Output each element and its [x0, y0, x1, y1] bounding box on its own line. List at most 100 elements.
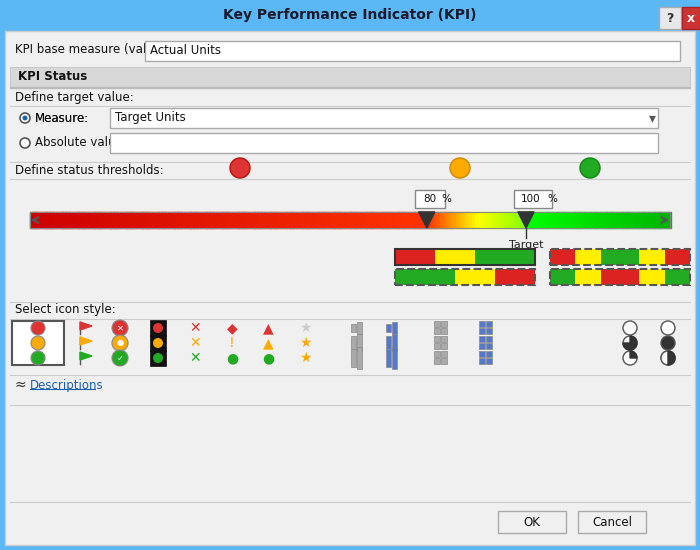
Text: ●: ● — [116, 338, 124, 348]
Bar — [558, 212, 561, 228]
Bar — [510, 212, 514, 228]
Bar — [10, 87, 690, 88]
Bar — [324, 212, 328, 228]
Bar — [395, 249, 435, 265]
Bar — [392, 347, 397, 369]
Text: 80: 80 — [424, 194, 436, 204]
Bar — [81, 212, 85, 228]
Bar — [449, 212, 453, 228]
Circle shape — [31, 336, 45, 350]
Bar — [369, 212, 373, 228]
Bar — [539, 212, 542, 228]
Bar — [158, 212, 162, 228]
Bar — [225, 212, 229, 228]
Bar — [446, 212, 449, 228]
Bar — [190, 212, 194, 228]
Bar — [104, 212, 107, 228]
Bar — [107, 212, 111, 228]
Text: ✕: ✕ — [189, 336, 201, 350]
Polygon shape — [518, 212, 534, 228]
Bar — [351, 324, 356, 332]
Bar — [43, 212, 46, 228]
Bar — [279, 212, 284, 228]
Bar — [177, 212, 181, 228]
Text: ◆: ◆ — [227, 321, 237, 335]
Polygon shape — [80, 337, 92, 345]
Bar — [183, 212, 188, 228]
Bar — [187, 212, 190, 228]
Bar — [150, 320, 166, 336]
Bar — [219, 212, 223, 228]
Bar — [395, 212, 398, 228]
Circle shape — [661, 351, 675, 365]
Text: KPI Status: KPI Status — [18, 70, 88, 84]
Bar — [682, 7, 700, 29]
Bar — [484, 212, 488, 228]
FancyBboxPatch shape — [145, 41, 680, 61]
Bar — [441, 343, 447, 349]
Bar — [603, 212, 606, 228]
Bar — [344, 212, 347, 228]
Bar — [639, 249, 664, 265]
Bar — [486, 351, 492, 357]
Bar — [519, 212, 524, 228]
Bar — [122, 212, 127, 228]
Text: %: % — [547, 194, 557, 204]
Bar — [241, 212, 245, 228]
Bar — [59, 212, 62, 228]
Bar — [395, 269, 455, 285]
Polygon shape — [419, 212, 435, 228]
Text: ▲: ▲ — [262, 336, 273, 350]
Bar — [357, 347, 362, 369]
Bar — [254, 212, 258, 228]
Bar — [651, 212, 654, 228]
Polygon shape — [668, 351, 675, 365]
Bar — [440, 212, 443, 228]
Circle shape — [112, 335, 128, 351]
Bar — [267, 212, 270, 228]
Bar — [30, 212, 670, 228]
Text: 100: 100 — [522, 194, 541, 204]
Bar — [85, 212, 88, 228]
Bar — [491, 212, 494, 228]
Bar — [441, 351, 447, 357]
Bar — [479, 321, 485, 327]
Bar — [580, 212, 584, 228]
Bar — [351, 336, 356, 349]
Bar — [664, 249, 690, 265]
Bar — [472, 212, 475, 228]
Bar — [503, 212, 507, 228]
Text: ≈: ≈ — [15, 378, 27, 392]
Text: Actual Units: Actual Units — [150, 45, 221, 58]
Bar — [65, 212, 69, 228]
Bar — [479, 343, 485, 349]
Bar — [486, 336, 492, 342]
Bar — [386, 349, 391, 367]
Bar — [411, 212, 414, 228]
Circle shape — [230, 158, 250, 178]
Bar — [495, 269, 535, 285]
Bar — [150, 350, 166, 366]
Circle shape — [153, 338, 163, 348]
Bar — [171, 212, 174, 228]
Bar — [386, 324, 391, 332]
Bar — [664, 212, 667, 228]
Bar — [366, 212, 370, 228]
Bar — [664, 269, 690, 285]
Text: ?: ? — [666, 12, 673, 25]
Bar — [548, 212, 552, 228]
Bar — [91, 212, 94, 228]
Bar — [424, 212, 427, 228]
Bar — [357, 334, 362, 351]
Bar — [120, 212, 123, 228]
Text: ▾: ▾ — [648, 111, 655, 125]
Bar — [517, 212, 520, 228]
Bar — [486, 321, 492, 327]
Text: ✓: ✓ — [116, 354, 123, 362]
Bar — [434, 336, 440, 342]
Bar — [354, 212, 357, 228]
Bar — [113, 212, 117, 228]
Bar — [295, 212, 300, 228]
Bar — [625, 212, 629, 228]
Bar — [206, 212, 210, 228]
